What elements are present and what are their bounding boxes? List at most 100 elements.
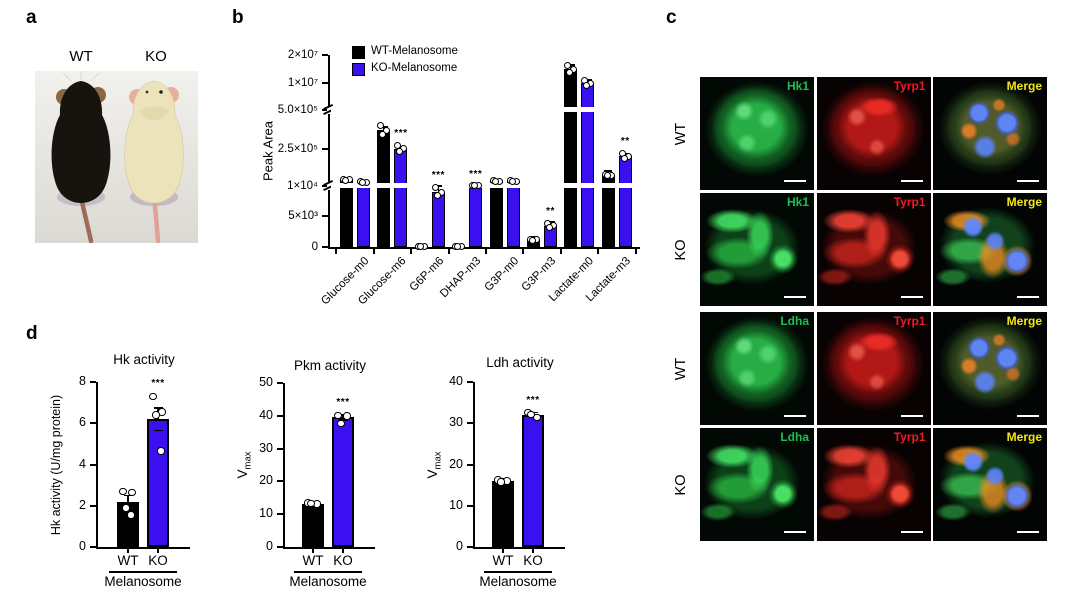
x-tick xyxy=(157,549,159,553)
bar-break-strip xyxy=(331,107,640,113)
y-tick-label: 30 xyxy=(449,415,463,430)
sig-marker: *** xyxy=(469,168,483,180)
data-point xyxy=(416,242,424,250)
x-tick xyxy=(127,549,129,553)
legend-swatch xyxy=(352,46,365,59)
y-tick xyxy=(322,147,328,150)
data-point xyxy=(359,178,366,186)
data-point xyxy=(533,413,541,422)
tile-channel-label: Ldha xyxy=(780,430,809,444)
y-tick xyxy=(322,215,328,218)
group-underline xyxy=(109,571,177,573)
bar xyxy=(302,504,324,547)
bar xyxy=(618,156,632,247)
error-bar-cap xyxy=(338,413,348,416)
y-tick xyxy=(277,414,283,417)
y-axis-title: Hk activity (U/mg protein) xyxy=(49,394,63,535)
y-tick xyxy=(322,108,328,111)
data-point xyxy=(497,478,505,486)
x-category-label: G3P-m0 xyxy=(482,255,522,294)
bar xyxy=(506,181,520,247)
y-tick xyxy=(322,184,328,187)
group-label: Melanosome xyxy=(289,574,367,589)
y-tick xyxy=(467,504,473,507)
error-bar-cap xyxy=(153,429,163,432)
tile-channel-label: Tyrp1 xyxy=(893,430,926,444)
melanosome-metabolite-chart: 0 5×10³ 1×10⁴ 2.5×10⁵ 5.0×10⁵ 1×10⁷ 2×10⁷ *** **… xyxy=(240,30,660,330)
x-bar-label: WT xyxy=(117,553,139,568)
fluorescence-tile: Ldha xyxy=(700,312,814,425)
fluorescence-tile: Merge xyxy=(933,312,1047,425)
sig-marker: *** xyxy=(431,169,445,181)
y-tick-label: 2×10⁷ xyxy=(287,49,318,61)
legend-swatch xyxy=(352,63,365,76)
error-bar-cap xyxy=(123,494,133,497)
y-tick-label: 40 xyxy=(259,407,273,422)
data-point xyxy=(527,410,535,419)
red-fluorescence-image xyxy=(816,77,931,190)
bar xyxy=(340,179,353,247)
scale-bar xyxy=(784,414,806,417)
y-tick-label: 1×10⁴ xyxy=(287,179,318,192)
sig-marker: ** xyxy=(620,136,630,148)
y-tick xyxy=(322,54,328,56)
y-axis-title: Vmax xyxy=(425,451,444,478)
y-tick-label: 0 xyxy=(456,539,463,553)
data-point xyxy=(342,176,349,184)
mice-photo xyxy=(35,71,198,244)
pkm-activity-chart: Pkm activity 0 10 20 30 40 50 WT *** KO Melanosome… xyxy=(230,352,400,602)
y-tick-label: 0 xyxy=(266,539,273,553)
fluorescence-tile: Tyrp1 xyxy=(816,428,931,541)
x-tick xyxy=(522,249,525,254)
data-point xyxy=(566,68,574,76)
red-fluorescence-image xyxy=(816,193,931,306)
x-bar-label: KO xyxy=(148,553,168,568)
y-axis-line xyxy=(283,383,285,547)
group-underline xyxy=(484,571,552,573)
x-axis-line xyxy=(283,547,375,549)
row-label-wt: WT xyxy=(673,357,689,380)
row-label-ko: KO xyxy=(673,474,689,495)
fluorescence-tile: Hk1 xyxy=(700,193,814,306)
tile-channel-label: Ldha xyxy=(780,314,809,328)
row-label-ko: KO xyxy=(673,239,689,260)
tile-channel-label: Merge xyxy=(1006,314,1042,328)
bar xyxy=(431,192,445,247)
y-axis-title-sub: max xyxy=(432,451,444,469)
scale-bar xyxy=(1017,414,1039,417)
y-tick-label: 6 xyxy=(79,415,86,430)
y-tick xyxy=(467,381,473,383)
group-label: Melanosome xyxy=(104,574,182,589)
group-underline xyxy=(294,571,362,573)
y-tick xyxy=(90,422,96,425)
fluorescence-tile: Ldha xyxy=(700,428,814,541)
merge-fluorescence-image xyxy=(933,312,1047,425)
data-point xyxy=(431,184,439,192)
y-tick-label: 0 xyxy=(311,241,318,253)
sig-marker: *** xyxy=(394,127,408,139)
data-point xyxy=(620,155,628,163)
green-fluorescence-image xyxy=(700,428,814,541)
data-point xyxy=(529,236,536,244)
x-tick xyxy=(372,249,375,254)
data-point xyxy=(128,488,136,497)
y-axis-title-base: V xyxy=(234,469,250,479)
data-point xyxy=(491,178,499,186)
wt-mouse xyxy=(51,71,111,244)
y-tick xyxy=(90,463,96,466)
x-tick xyxy=(410,249,413,254)
x-tick xyxy=(447,249,450,254)
chart-title: Pkm activity xyxy=(293,358,366,373)
scale-bar xyxy=(1017,530,1039,533)
merge-fluorescence-image xyxy=(933,428,1047,541)
fluorescence-tile: Merge xyxy=(933,77,1047,190)
data-point xyxy=(396,147,404,155)
error-bar-cap xyxy=(153,406,163,409)
green-fluorescence-image xyxy=(700,193,814,306)
bar xyxy=(357,182,370,247)
legend-label: WT-Melanosome xyxy=(371,45,458,57)
y-tick xyxy=(277,382,283,384)
x-bar-label: WT xyxy=(302,553,324,568)
ko-mouse xyxy=(124,80,184,244)
data-point xyxy=(307,499,315,508)
